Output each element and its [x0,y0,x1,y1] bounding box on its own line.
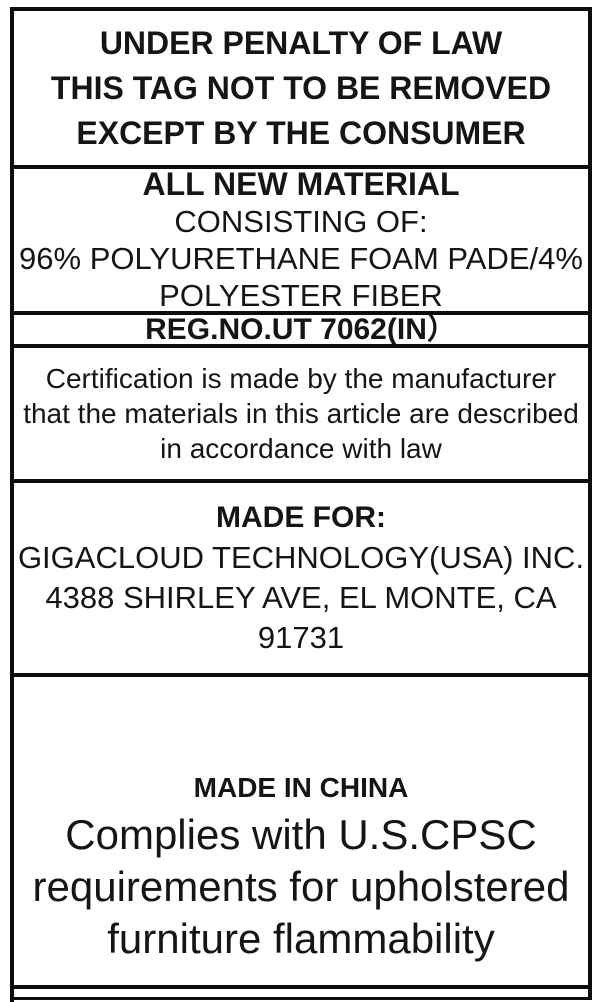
material-section: ALL NEW MATERIAL CONSISTING OF: 96% POLY… [14,169,588,315]
certification-line-3: in accordance with law [160,433,442,464]
penalty-section: UNDER PENALTY OF LAW THIS TAG NOT TO BE … [14,11,588,169]
material-title: ALL NEW MATERIAL [142,169,460,202]
origin-section: MADE IN CHINA Complies with U.S.CPSC req… [14,677,588,985]
next-label-top-edge [10,997,592,1000]
penalty-line-1: UNDER PENALTY OF LAW [99,24,503,61]
made-for-section: MADE FOR: GIGACLOUD TECHNOLOGY(USA) INC.… [14,483,588,677]
material-subtitle: CONSISTING OF: [174,204,428,239]
penalty-line-2: THIS TAG NOT TO BE REMOVED [50,69,552,106]
certification-section: Certification is made by the manufacture… [14,348,588,483]
compliance-line-2: requirements for upholstered [32,863,570,910]
registration-section: REG.NO.UT 7062(IN） [14,315,588,348]
origin-title: MADE IN CHINA [193,772,409,803]
made-for-address-line-1: 4388 SHIRLEY AVE, EL MONTE, CA [45,580,557,615]
material-content-line-2: POLYESTER FIBER [159,278,443,313]
made-for-address-line-2: 91731 [257,620,345,655]
next-label-right-edge [588,985,592,998]
compliance-line-3: furniture flammability [107,915,495,962]
certification-line-2: that the materials in this article are d… [23,398,579,429]
material-content-line-1: 96% POLYURETHANE FOAM PADE/4% [19,241,583,276]
made-for-company: GIGACLOUD TECHNOLOGY(USA) INC. [17,540,585,575]
law-tag-label: UNDER PENALTY OF LAW THIS TAG NOT TO BE … [10,7,592,989]
next-label-left-edge [10,985,14,1002]
made-for-title: MADE FOR: [216,501,386,534]
compliance-line-1: Complies with U.S.CPSC [65,811,537,858]
registration-number: REG.NO.UT 7062(IN） [145,315,457,346]
certification-line-1: Certification is made by the manufacture… [45,363,557,394]
penalty-line-3: EXCEPT BY THE CONSUMER [76,114,526,151]
